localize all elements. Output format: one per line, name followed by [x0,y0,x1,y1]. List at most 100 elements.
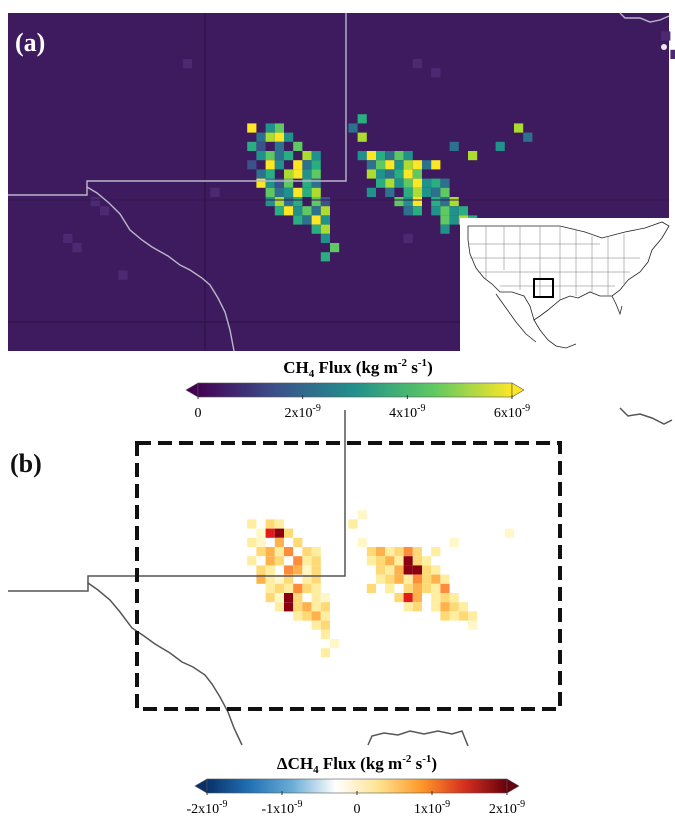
colorbar-tick-label: 2x10-9 [284,403,320,421]
delta-flux-pixel [449,611,459,621]
colorbar-b: ΔCH4 Flux (kg m-2 s-1) -2x10-9 -1x10-9 0 1x… [186,753,525,817]
delta-flux-pixel [403,565,413,575]
faint-pixel [661,31,671,41]
flux-pixel [311,197,321,207]
flux-pixel [311,169,321,179]
flux-pixel [449,206,459,216]
flux-pixel [293,160,303,170]
flux-pixel [403,151,413,161]
delta-flux-pixel [394,556,404,566]
flux-pixel [274,160,284,170]
flux-pixel [284,132,294,142]
flux-pixel [302,169,312,179]
flux-pixel [284,197,294,207]
delta-flux-pixel [265,565,275,575]
flux-pixel [320,215,330,225]
flux-pixel [412,206,422,216]
map-b-delta-flux-pixels [247,510,514,658]
flux-pixel [320,224,330,234]
delta-flux-pixel [284,602,294,612]
delta-flux-pixel [311,611,321,621]
delta-flux-pixel [440,583,450,593]
delta-flux-pixel [247,519,257,529]
delta-flux-pixel [449,602,459,612]
flux-pixel [293,197,303,207]
panel-b-label: (b) [10,449,42,478]
delta-flux-pixel [376,565,386,575]
flux-pixel [440,224,450,234]
flux-pixel [348,123,358,133]
colorbar-b-bar [206,778,508,794]
flux-pixel [394,178,404,188]
flux-pixel [422,178,432,188]
delta-flux-pixel [403,583,413,593]
delta-flux-pixel [394,547,404,557]
colorbar-tick-label: 1x10-9 [414,799,450,817]
flux-pixel [431,206,441,216]
colorbar-a-extend-high [511,382,525,398]
delta-flux-pixel [311,574,321,584]
delta-flux-pixel [293,611,303,621]
delta-flux-pixel [385,574,395,584]
delta-flux-pixel [468,611,478,621]
delta-flux-pixel [293,537,303,547]
delta-flux-pixel [320,593,330,603]
flux-pixel [403,206,413,216]
delta-flux-pixel [422,574,432,584]
faint-pixel [90,197,100,207]
flux-pixel [274,187,284,197]
delta-flux-pixel [440,611,450,621]
flux-pixel [247,160,257,170]
colorbar-b-title: ΔCH4 Flux (kg m-2 s-1) [277,753,437,776]
flux-pixel [357,151,367,161]
flux-pixel [330,243,340,253]
delta-flux-pixel [403,602,413,612]
delta-flux-pixel [412,556,422,566]
flux-pixel [422,187,432,197]
delta-flux-pixel [431,547,441,557]
flux-pixel [256,141,266,151]
flux-pixel [311,160,321,170]
delta-flux-pixel [265,574,275,584]
flux-pixel [274,151,284,161]
flux-pixel [514,123,524,133]
map-a-state-borders [8,12,670,352]
colorbar-a-title: CH4 Flux (kg m-2 s-1) [283,357,432,380]
flux-pixel [302,178,312,188]
delta-flux-pixel [376,556,386,566]
faint-pixel [72,243,82,253]
delta-flux-pixel [366,583,376,593]
flux-pixel [247,141,257,151]
delta-flux-pixel [458,611,468,621]
colorbar-b-extend-low [194,778,208,794]
faint-pixel [118,270,128,280]
delta-flux-pixel [431,574,441,584]
delta-flux-pixel [302,583,312,593]
delta-flux-pixel [431,593,441,603]
flux-pixel [274,197,284,207]
flux-pixel [431,187,441,197]
delta-flux-pixel [247,537,257,547]
flux-pixel [256,151,266,161]
flux-pixel [274,206,284,216]
flux-pixel [385,178,395,188]
flux-pixel [385,160,395,170]
delta-flux-pixel [293,556,303,566]
delta-flux-pixel [311,556,321,566]
flux-pixel [311,206,321,216]
flux-pixel [357,132,367,142]
delta-flux-pixel [284,528,294,538]
panel-a-map: (a) [8,12,675,352]
faint-pixel [412,59,422,69]
faint-pixel [100,206,110,216]
delta-flux-pixel [274,537,284,547]
delta-flux-pixel [302,547,312,557]
delta-flux-pixel [293,583,303,593]
delta-flux-pixel [284,547,294,557]
flux-pixel [440,178,450,188]
inset-study-area-box [533,278,554,298]
delta-flux-pixel [293,565,303,575]
flux-pixel [293,187,303,197]
delta-flux-pixel [320,611,330,621]
delta-flux-pixel [256,565,266,575]
